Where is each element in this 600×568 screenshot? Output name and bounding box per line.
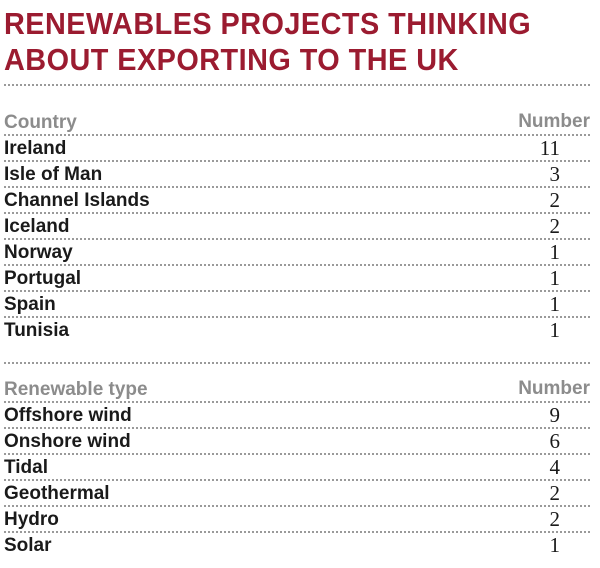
- row-label: Ireland: [4, 138, 67, 159]
- chart-title-line-2: ABOUT EXPORTING TO THE UK: [4, 42, 459, 77]
- table-row: Offshore wind 9: [4, 403, 590, 429]
- table-row: Isle of Man 3: [4, 162, 590, 188]
- country-table-header: Country Number: [4, 110, 590, 136]
- table-row: Channel Islands 2: [4, 188, 590, 214]
- row-value: 1: [549, 533, 561, 557]
- row-value: 6: [549, 429, 561, 453]
- chart-title-line-1: RENEWABLES PROJECTS THINKING: [4, 6, 532, 41]
- row-label: Iceland: [4, 216, 70, 237]
- row-label: Offshore wind: [4, 405, 132, 426]
- table-row: Hydro 2: [4, 507, 590, 533]
- row-value: 1: [549, 292, 561, 316]
- row-label: Geothermal: [4, 483, 110, 504]
- row-value: 1: [549, 266, 561, 290]
- table-row: Onshore wind 6: [4, 429, 590, 455]
- country-table: Country Number Ireland 11 Isle of Man 3 Chan…: [4, 110, 590, 344]
- table-row: Tidal 4: [4, 455, 590, 481]
- row-label: Portugal: [4, 268, 82, 289]
- renewable-type-table: Renewable type Number Offshore wind 9 Onsh…: [4, 377, 590, 559]
- row-label: Norway: [4, 242, 73, 263]
- row-label: Solar: [4, 535, 52, 556]
- renewable-number-column-header: Number: [518, 378, 590, 399]
- row-value: 1: [549, 240, 561, 264]
- row-label: Onshore wind: [4, 431, 131, 452]
- table-row: Iceland 2: [4, 214, 590, 240]
- row-value: 2: [549, 507, 561, 531]
- row-label: Tidal: [4, 457, 48, 478]
- row-value: 2: [549, 214, 561, 238]
- country-number-column-header: Number: [518, 111, 590, 132]
- row-label: Tunisia: [4, 320, 70, 341]
- table-row: Norway 1: [4, 240, 590, 266]
- row-value: 11: [539, 136, 560, 160]
- row-label: Spain: [4, 294, 56, 315]
- row-label: Channel Islands: [4, 190, 150, 211]
- row-value: 1: [549, 318, 561, 342]
- title-divider: [4, 84, 590, 86]
- renewable-type-column-header: Renewable type: [4, 379, 148, 400]
- row-value: 2: [549, 188, 561, 212]
- table-row: Spain 1: [4, 292, 590, 318]
- section-divider: [4, 362, 590, 364]
- table-row: Solar 1: [4, 533, 590, 559]
- row-value: 3: [549, 162, 561, 186]
- country-column-header: Country: [4, 112, 77, 133]
- row-label: Isle of Man: [4, 164, 103, 185]
- table-row: Tunisia 1: [4, 318, 590, 344]
- row-value: 2: [549, 481, 561, 505]
- chart-title: RENEWABLES PROJECTS THINKING ABOUT EXPOR…: [4, 6, 555, 78]
- renewable-type-table-header: Renewable type Number: [4, 377, 590, 403]
- row-label: Hydro: [4, 509, 59, 530]
- table-row: Ireland 11: [4, 136, 590, 162]
- row-value: 9: [549, 403, 561, 427]
- table-row: Geothermal 2: [4, 481, 590, 507]
- table-row: Portugal 1: [4, 266, 590, 292]
- row-value: 4: [549, 455, 561, 479]
